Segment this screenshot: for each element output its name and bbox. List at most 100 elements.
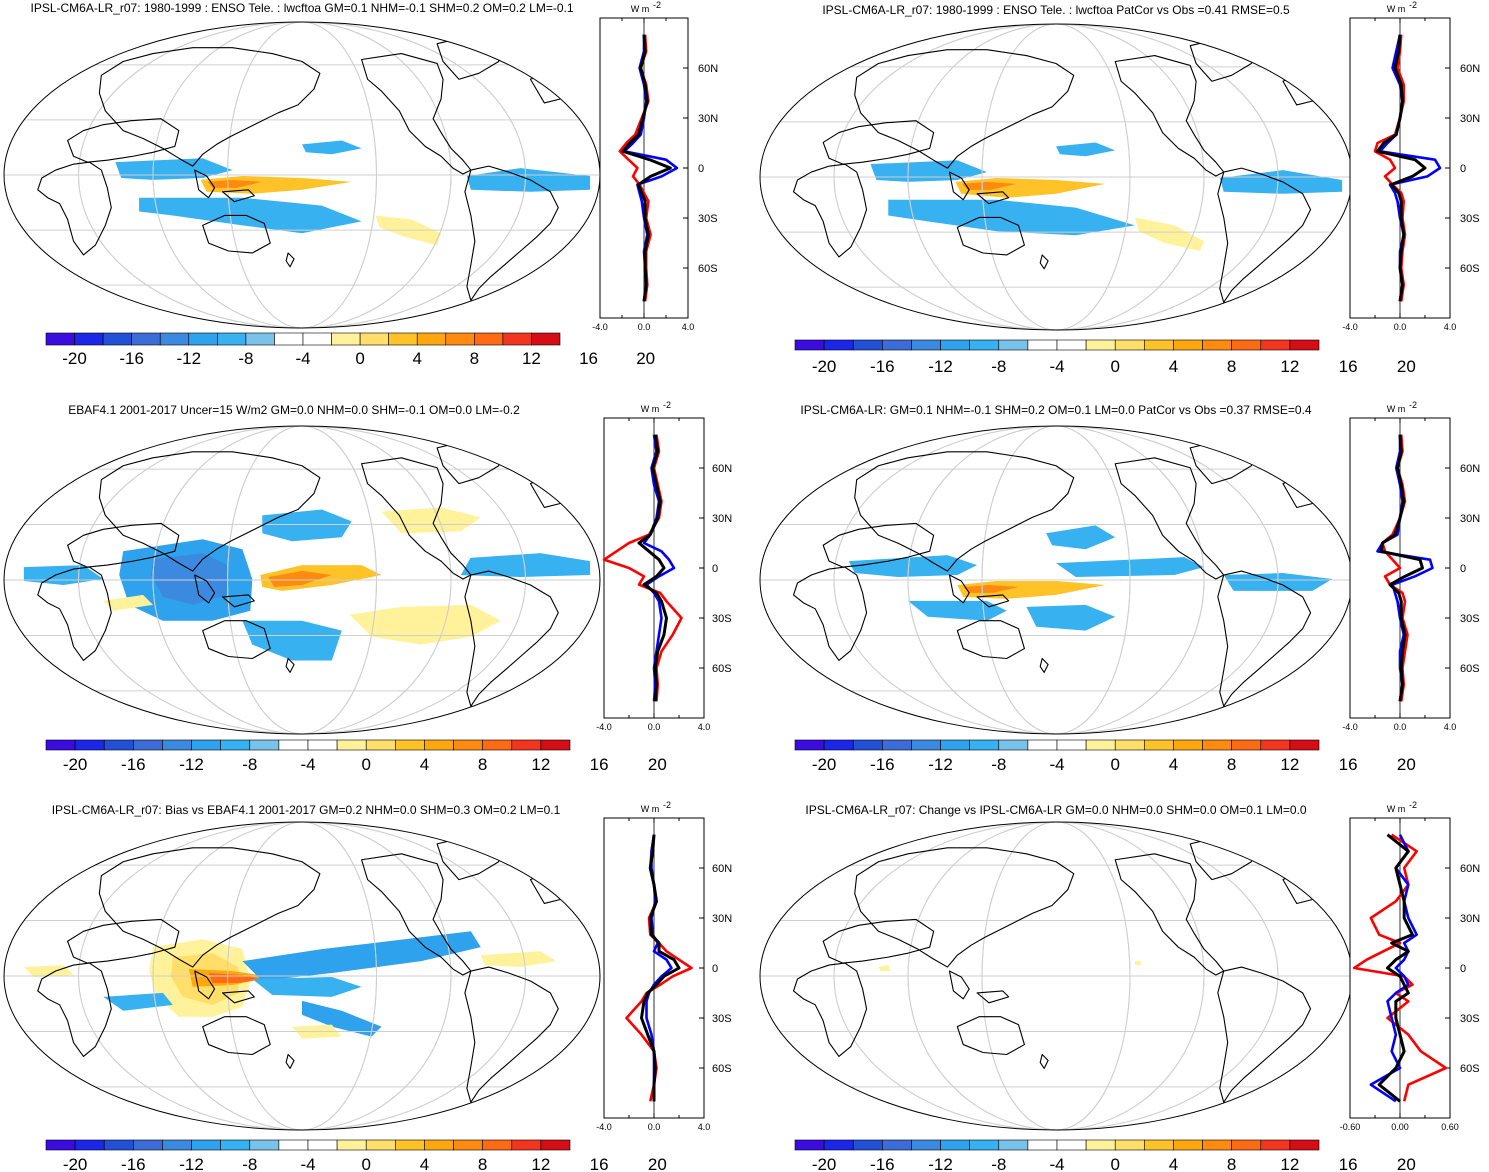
map: [4, 22, 600, 328]
field-patch: [23, 965, 74, 977]
colorbar-label: 20: [1397, 357, 1416, 376]
coastline: [1039, 1053, 1049, 1069]
colorbar-label: 4: [1169, 357, 1178, 376]
colorbar-cell: [482, 1139, 513, 1151]
panel-3: EBAF4.1 2001-2017 Uncer=15 W/m2 GM=0.0 N…: [3, 400, 732, 774]
colorbar-cell: [331, 332, 361, 346]
colorbar-label: -8: [991, 357, 1006, 376]
field-patch: [207, 179, 263, 188]
coastline: [436, 439, 506, 485]
colorbar: -20 -16 -12 -8 -4 0 4 8 12 16 20: [45, 1139, 667, 1172]
coastline: [202, 620, 271, 660]
colorbar-cell: [998, 339, 1029, 351]
panel-title: IPSL-CM6A-LR_r07: 1980-1999 : ENSO Tele.…: [822, 3, 1290, 17]
colorbar-cell: [220, 1139, 251, 1151]
lat-tick-label: 0: [1460, 963, 1466, 975]
x-tick-label: 0.0: [1394, 722, 1407, 732]
colorbar-label: -12: [179, 1155, 204, 1172]
coastline: [67, 118, 180, 163]
field-patch: [888, 199, 1135, 236]
colorbar-cell: [882, 339, 912, 351]
x-tick-label: -4.0: [592, 322, 608, 332]
coastline: [822, 120, 935, 165]
graticule-line: [78, 22, 526, 328]
colorbar-cell: [1027, 739, 1058, 751]
unit-exponent: -2: [1409, 0, 1417, 10]
colorbar-cell: [1085, 739, 1116, 751]
colorbar-cell: [482, 739, 513, 751]
colorbar-cell: [1056, 339, 1087, 351]
colorbar-cell: [1144, 739, 1174, 751]
field-patch: [302, 1000, 382, 1037]
colorbar-cell: [1144, 1139, 1174, 1151]
x-tick-label: -4.0: [1342, 722, 1358, 732]
coastline: [1114, 853, 1225, 976]
unit-exponent: -2: [1409, 800, 1417, 810]
colorbar-cell: [388, 332, 418, 346]
graticule-line: [833, 822, 1279, 1130]
lat-tick-label: 30S: [1460, 213, 1480, 225]
colorbar-cell: [453, 739, 483, 751]
unit-label: W m: [631, 4, 650, 14]
colorbar-cell: [794, 739, 825, 751]
graticule-line: [152, 22, 452, 328]
zonal-profile: -4.0 0.0 4.0 60N 30N 0 30S 60S W m -2: [1342, 0, 1480, 332]
colorbar-label: -16: [870, 1155, 895, 1172]
colorbar: -20 -16 -12 -8 -4 0 4 8 12 16 20: [794, 339, 1416, 376]
x-tick-label: -0.60: [1340, 1122, 1361, 1132]
field-patch: [870, 160, 987, 182]
lat-tick-label: 0: [712, 563, 718, 575]
coastline: [976, 594, 1010, 608]
field-patch: [1134, 217, 1204, 252]
colorbar-cell: [1114, 339, 1145, 351]
profile-series: [640, 834, 681, 1102]
colorbar-label: 8: [478, 1155, 487, 1172]
field-patch: [1134, 961, 1141, 966]
field-patch: [480, 951, 557, 968]
panel-title: IPSL-CM6A-LR_r07: Bias vs EBAF4.1 2001-2…: [52, 803, 561, 817]
coastline: [1217, 966, 1312, 1103]
colorbar-cell: [395, 739, 425, 751]
field-patch: [1026, 604, 1116, 631]
colorbar-label: -16: [870, 755, 895, 774]
field-patch: [848, 555, 978, 578]
field-patch: [466, 168, 591, 192]
colorbar-label: 8: [1227, 357, 1236, 376]
zonal-profile: -0.60 0.00 0.60 60N 30N 0 30S 60S W m -2: [1340, 800, 1480, 1132]
lat-tick-label: 60N: [1460, 863, 1480, 875]
coastline: [37, 161, 112, 256]
x-tick-label: 4.0: [698, 1122, 711, 1132]
colorbar-cell: [1231, 1139, 1262, 1151]
colorbar-label: -12: [928, 357, 953, 376]
field-patch: [302, 140, 362, 155]
map-border: [3, 821, 601, 1131]
colorbar-cell: [882, 1139, 912, 1151]
colorbar-label: -16: [119, 349, 144, 368]
colorbar-cell: [998, 1139, 1029, 1151]
coastline: [1189, 37, 1258, 82]
colorbar-cell: [336, 1139, 367, 1151]
colorbar-cell: [911, 1139, 941, 1151]
colorbar-cell: [969, 339, 1000, 351]
colorbar-cell: [133, 739, 163, 751]
field-patch: [103, 594, 153, 611]
map: [760, 24, 1352, 330]
colorbar-cell: [162, 739, 192, 751]
colorbar-label: 12: [1280, 755, 1299, 774]
lat-tick-label: 60S: [712, 1063, 732, 1075]
panel-title: IPSL-CM6A-LR_r07: Change vs IPSL-CM6A-LR…: [805, 803, 1307, 817]
x-tick-label: 0.60: [1441, 1122, 1459, 1132]
field-patch: [878, 965, 891, 972]
colorbar-cell: [1260, 339, 1291, 351]
lat-tick-label: 60N: [712, 463, 732, 475]
lat-tick-label: 30S: [712, 1013, 732, 1025]
coastline: [67, 918, 180, 964]
colorbar-label: 8: [470, 349, 479, 368]
coastline: [285, 252, 295, 268]
colorbar-cell: [424, 1139, 454, 1151]
colorbar-cell: [162, 1139, 192, 1151]
field-patch: [1219, 170, 1343, 194]
x-tick-label: 0.00: [1391, 1122, 1409, 1132]
colorbar-label: 12: [1280, 357, 1299, 376]
coastline: [1114, 55, 1225, 177]
